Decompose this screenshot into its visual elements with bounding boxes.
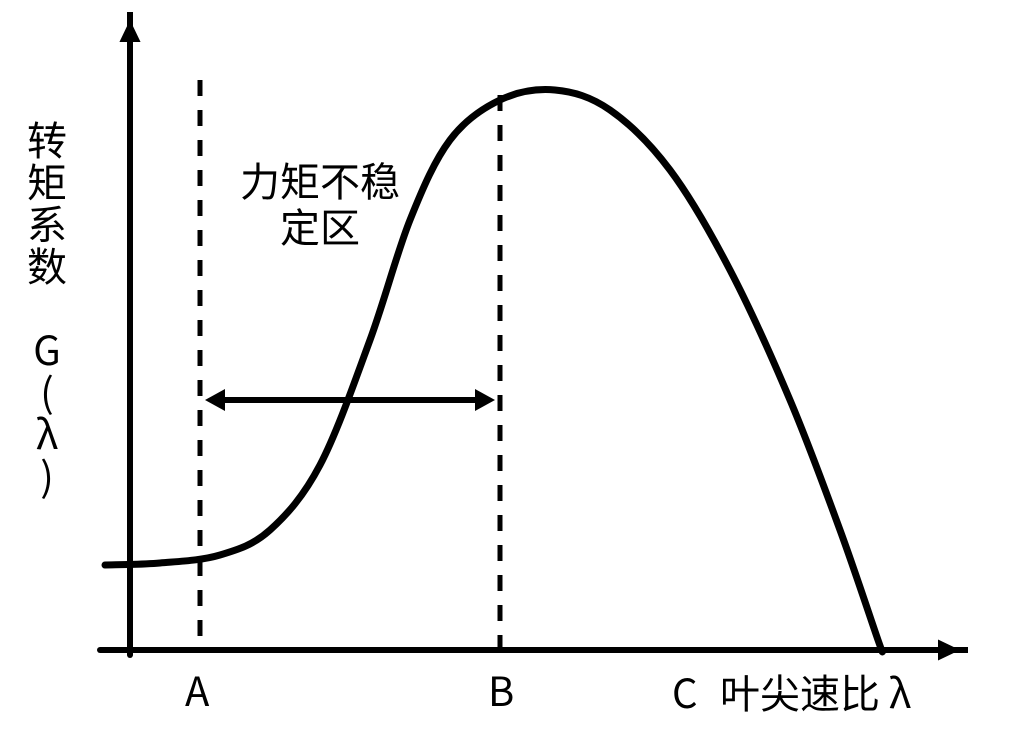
- tick-a-label: A: [185, 660, 209, 718]
- x-axis-point-c-label: C: [672, 662, 698, 720]
- torque-coefficient-curve-chart: [0, 0, 1019, 730]
- chart-stage: 转矩系数 G(λ) C 叶尖速比 λ A B 力矩不稳 定区: [0, 0, 1019, 730]
- tick-b-label: B: [488, 660, 514, 718]
- y-axis-label: 转矩系数 G(λ): [18, 120, 76, 498]
- x-axis-label: 叶尖速比 λ: [720, 662, 911, 720]
- unstable-region-label-line2: 定区: [280, 196, 360, 254]
